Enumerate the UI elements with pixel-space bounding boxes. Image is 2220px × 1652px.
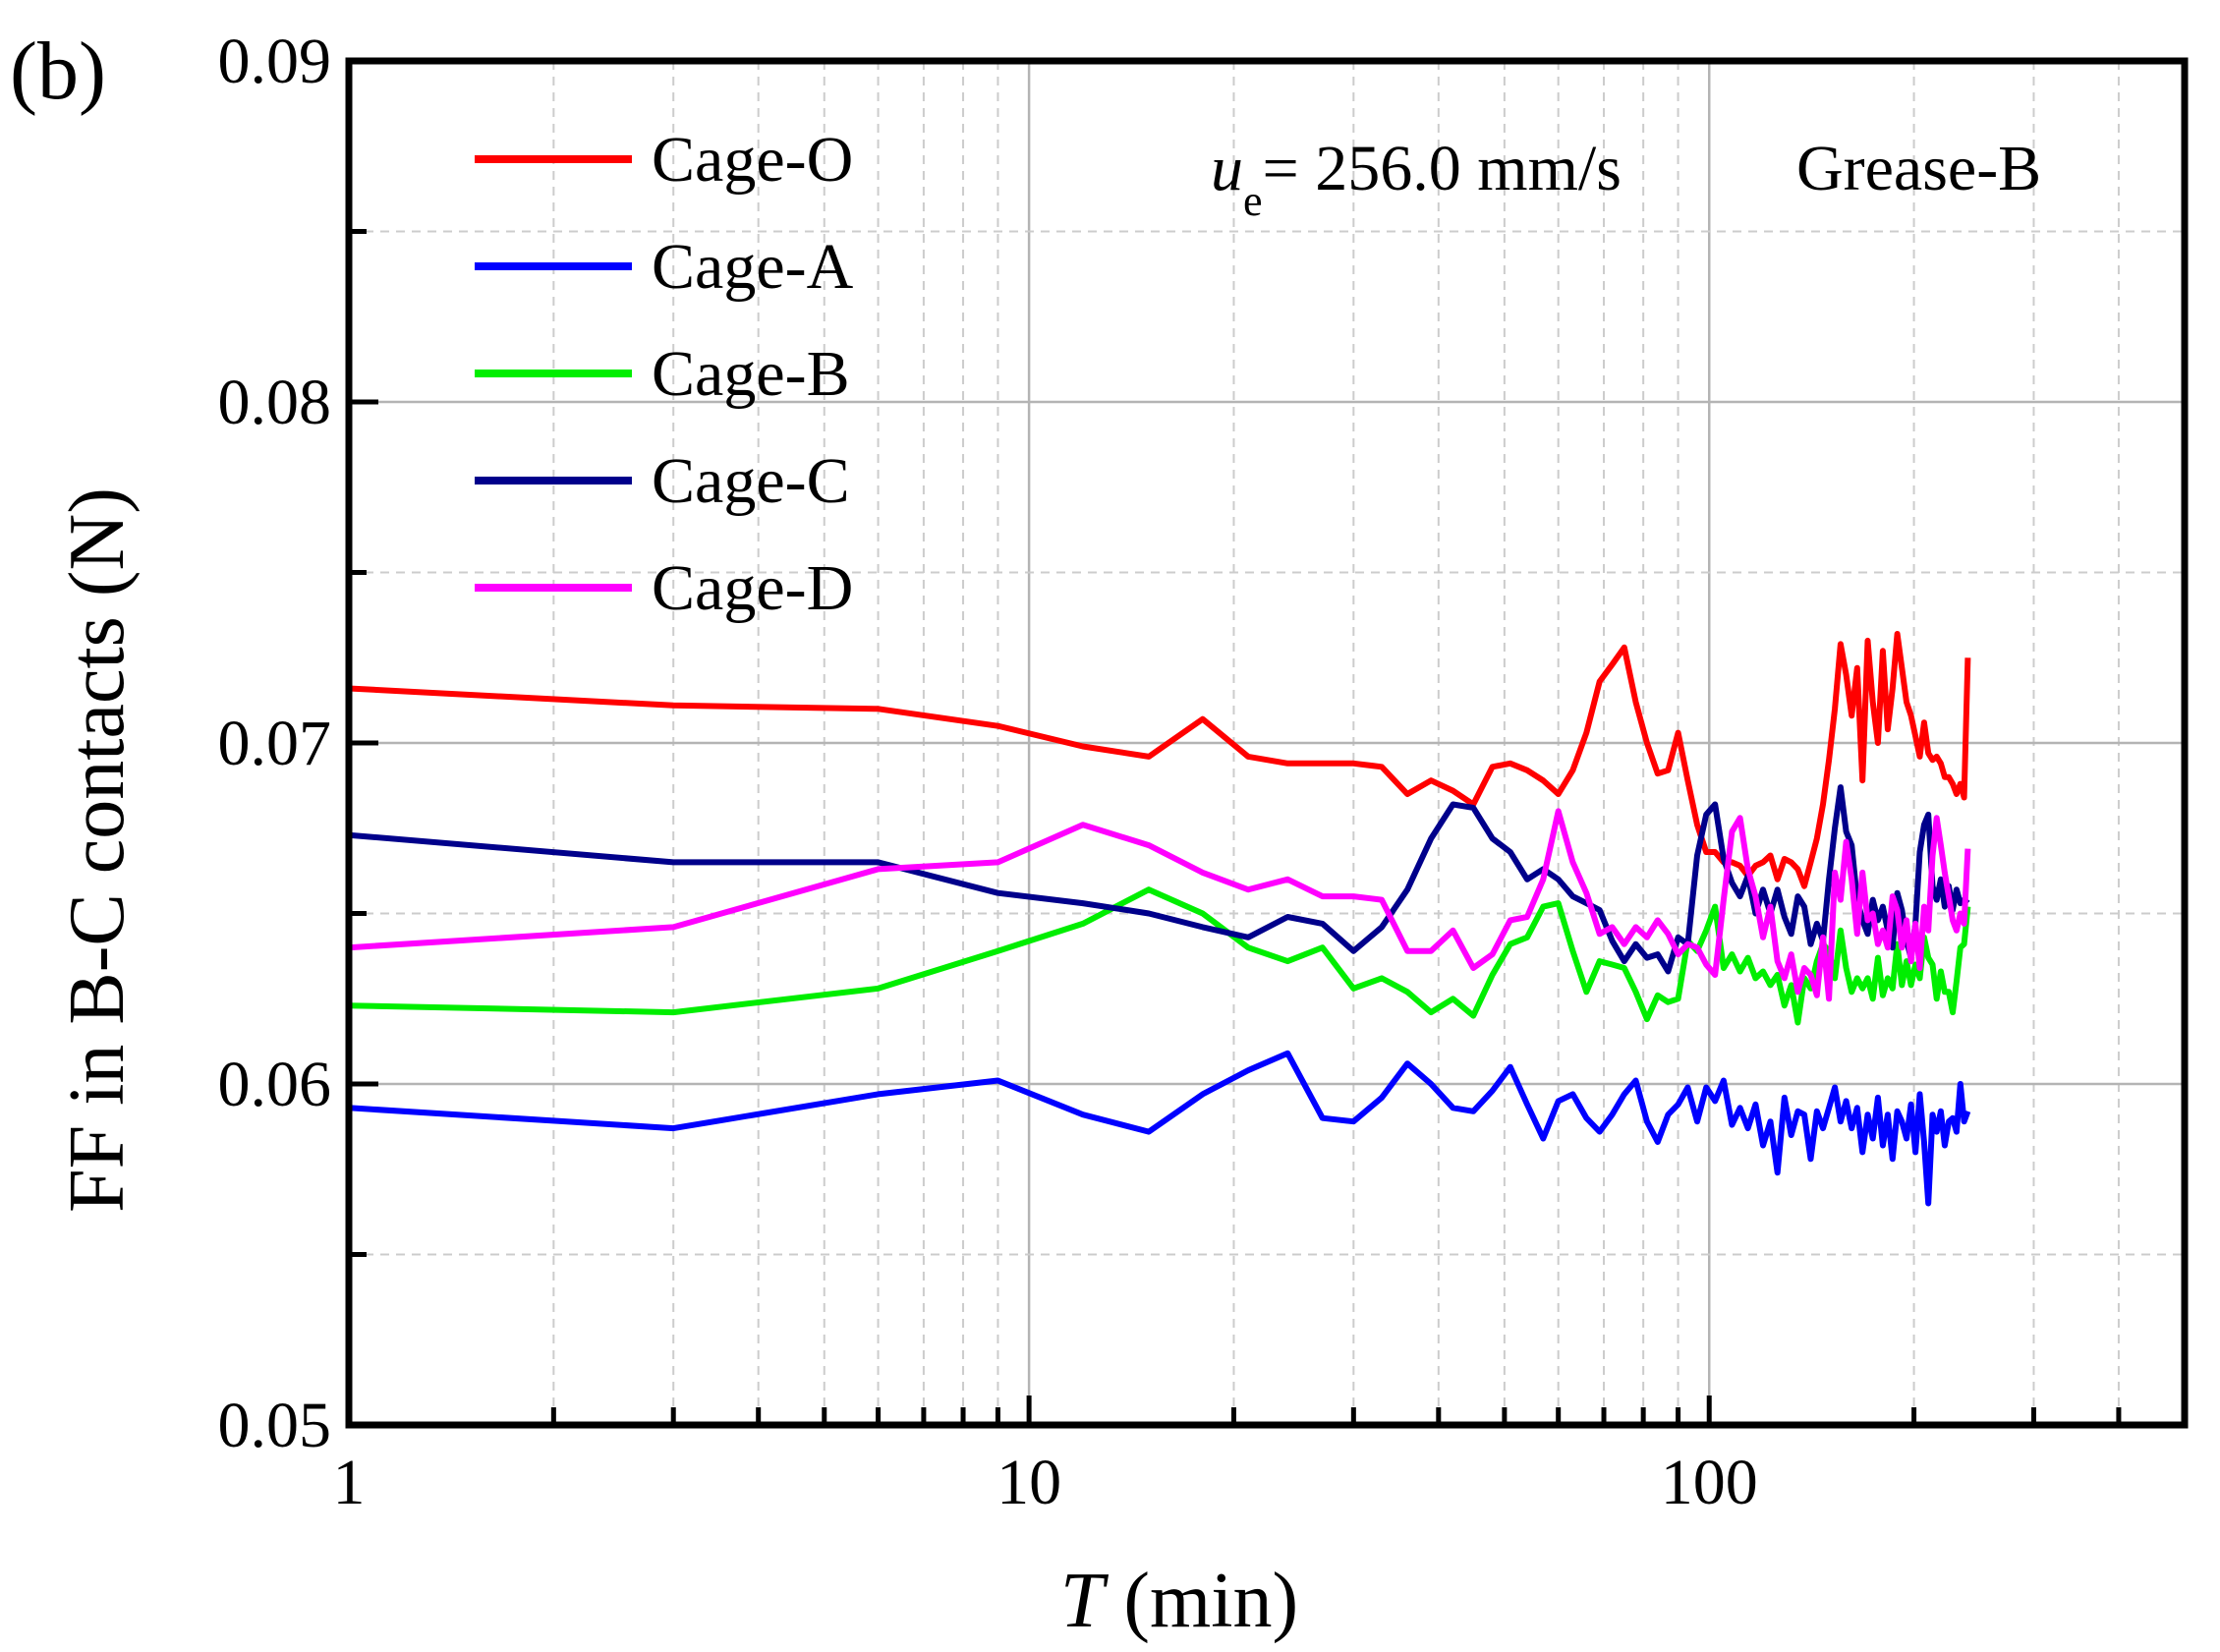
annotation-value: = 256.0 mm/s — [1263, 133, 1622, 204]
y-tick-label: 0.09 — [218, 26, 332, 97]
series-line-cage-o — [348, 631, 1971, 889]
series-line-cage-d — [348, 808, 1971, 1002]
y-tick-label: 0.05 — [218, 1390, 332, 1461]
annotation-variable: u — [1211, 133, 1243, 204]
y-tick-label: 0.07 — [218, 708, 332, 779]
x-axis-title: T (min) — [1060, 1558, 1298, 1644]
y-tick-label: 0.08 — [218, 367, 332, 438]
legend: Cage-O Cage-A Cage-B Cage-C Cage-D — [475, 124, 854, 624]
annotation: ue= 256.0 mm/s Grease-B — [1211, 133, 2041, 225]
annotation-grease: Grease-B — [1796, 133, 2041, 204]
y-tick-label: 0.06 — [218, 1049, 332, 1120]
x-tick-label: 1 — [333, 1447, 366, 1518]
legend-label-cage-d: Cage-D — [652, 552, 853, 624]
annotation-subscript: e — [1243, 177, 1263, 225]
axis-ticks — [346, 58, 2188, 1428]
annotation-velocity: ue= 256.0 mm/s — [1211, 133, 1622, 225]
grid-lines — [349, 61, 2186, 1425]
x-tick-label: 10 — [996, 1447, 1061, 1518]
x-axis-unit: (min) — [1104, 1558, 1298, 1644]
panel-label: (b) — [10, 26, 106, 117]
series-line-cage-b — [348, 886, 1971, 1026]
legend-label-cage-c: Cage-C — [652, 445, 850, 517]
x-tick-label: 100 — [1661, 1447, 1758, 1518]
y-axis-title: FF in B-C contacts (N) — [54, 487, 141, 1213]
legend-label-cage-b: Cage-B — [652, 338, 850, 410]
series-line-cage-a — [348, 1050, 1971, 1207]
legend-label-cage-o: Cage-O — [652, 124, 853, 196]
series-lines — [348, 631, 1971, 1207]
x-axis-variable: T — [1060, 1558, 1110, 1644]
tick-labels: 1 10 100 0.05 0.06 0.07 0.08 0.09 — [218, 26, 1758, 1518]
legend-label-cage-a: Cage-A — [652, 231, 854, 303]
